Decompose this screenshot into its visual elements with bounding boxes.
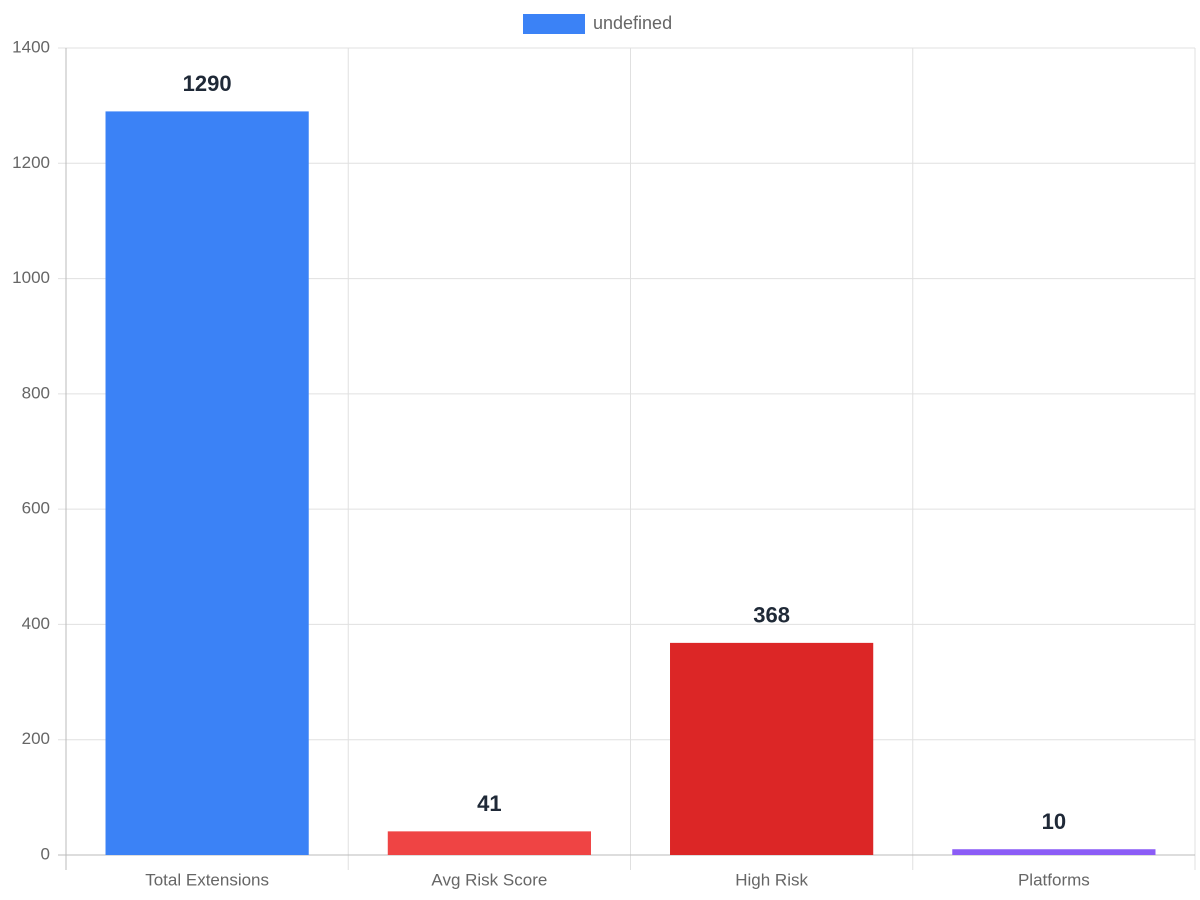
x-tick-label: Platforms (1018, 870, 1090, 889)
value-label: 10 (1042, 809, 1066, 834)
bar (670, 642, 874, 855)
x-tick-label: Total Extensions (145, 870, 269, 889)
value-label: 368 (753, 603, 790, 628)
y-tick-label: 1200 (12, 153, 50, 172)
value-label: 41 (477, 791, 501, 816)
y-tick-label: 400 (22, 614, 50, 633)
bar (105, 111, 309, 855)
value-label: 1290 (183, 71, 232, 96)
x-tick-label: Avg Risk Score (431, 870, 547, 889)
bar (952, 849, 1156, 855)
x-tick-label: High Risk (735, 870, 808, 889)
y-tick-label: 1400 (12, 37, 50, 56)
y-tick-label: 600 (22, 499, 50, 518)
legend-label: undefined (593, 13, 672, 33)
y-tick-label: 200 (22, 729, 50, 748)
bar (387, 831, 591, 855)
y-tick-label: 0 (41, 844, 50, 863)
y-tick-label: 1000 (12, 268, 50, 287)
legend-swatch (523, 14, 585, 34)
y-tick-label: 800 (22, 383, 50, 402)
